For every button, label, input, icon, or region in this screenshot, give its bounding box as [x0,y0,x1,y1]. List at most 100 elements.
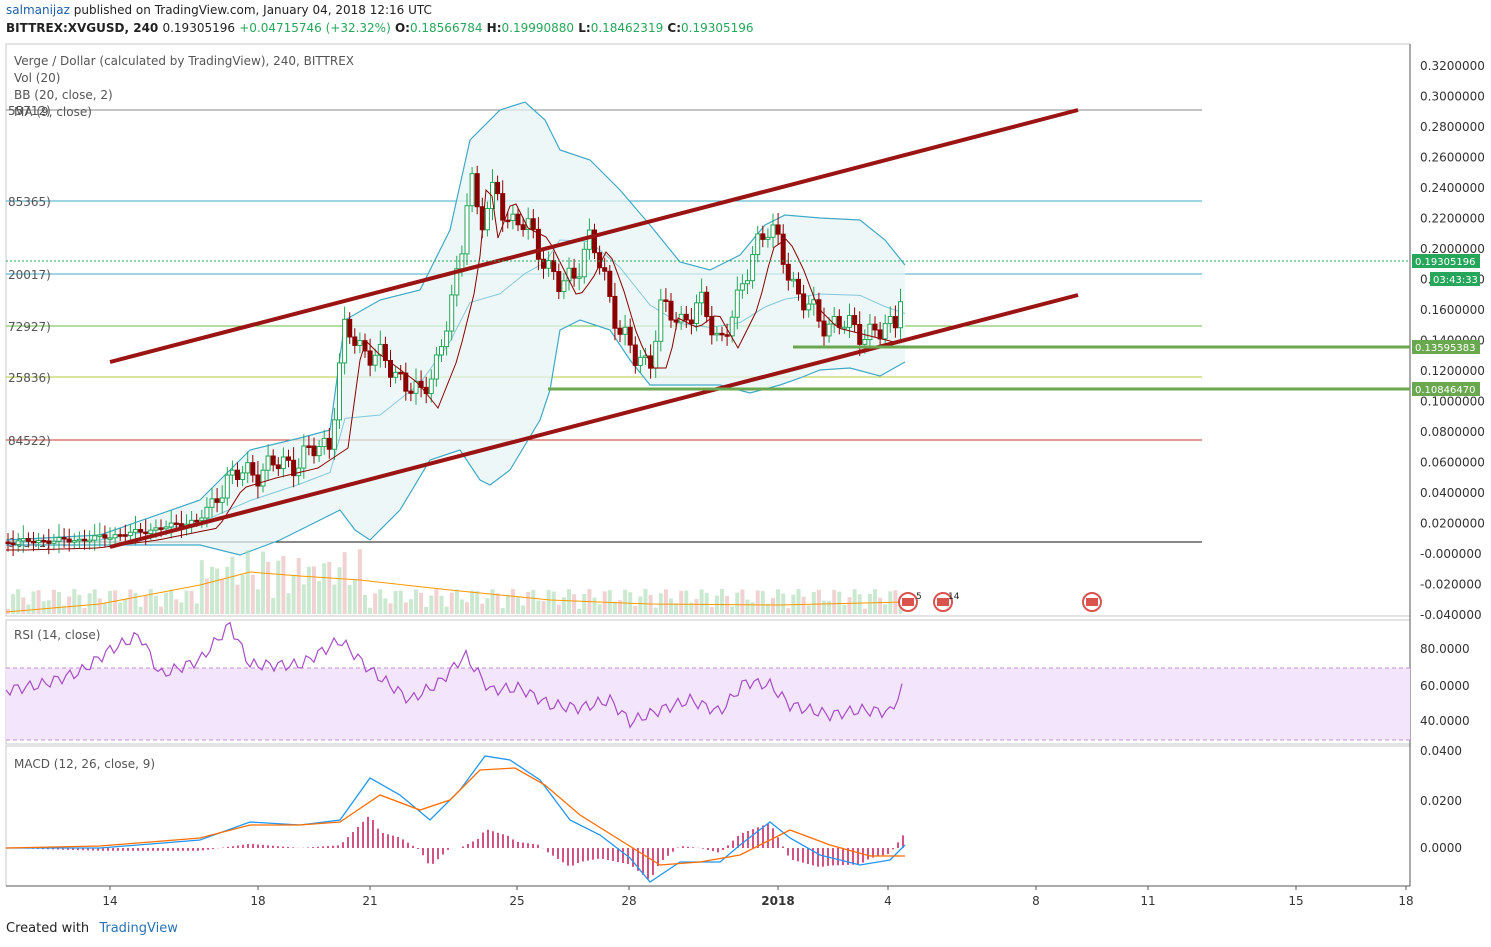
fib-label: 25836) [8,371,51,385]
legend-title: Verge / Dollar (calculated by TradingVie… [14,54,354,68]
event-flag-3[interactable] [1082,592,1102,612]
volume-bar [245,550,250,614]
channel-lower-line[interactable] [109,293,1079,549]
publish-info: published on TradingView.com, January 04… [73,3,432,17]
candle-body [571,267,577,279]
candle-body [653,340,659,369]
volume-bar [225,566,230,614]
candle-body [637,356,643,366]
volume-bar [255,589,260,614]
volume-bar [786,608,791,614]
volume-bar [811,591,816,614]
volume-bar [286,593,291,614]
volume-bar [281,555,286,614]
candle-body [235,469,240,480]
volume-bar [536,600,541,614]
volume-bar [352,578,357,614]
fib-label: 85365) [8,195,51,209]
fib-label: 20017) [8,268,51,282]
volume-bar [210,566,214,614]
candle-body [342,318,348,364]
candle-body [561,280,567,293]
volume-bar [689,602,694,614]
candle-body [168,522,174,528]
close-value: 0.19305196 [681,21,754,35]
candle-body [872,323,878,331]
candle-body [801,293,807,311]
volume-bar [857,594,862,614]
volume-bar [97,598,102,614]
price-axis-label: -0.040000 [1420,608,1482,622]
volume-bar [740,589,745,614]
volume-bar [459,599,464,614]
volume-bar [480,603,485,614]
volume-bar [342,552,347,614]
volume-bar [612,601,617,614]
ohlc-line: BITTREX:XVGUSD, 240 0.19305196 +0.047157… [6,21,754,35]
macd-axis-0000: 0.0000 [1420,841,1462,855]
volume-bar [699,589,704,614]
tradingview-logo-link[interactable]: TradingView [99,921,178,936]
candle-body [484,208,490,231]
volume-bar [31,591,36,614]
volume-bar [41,601,46,614]
volume-bar [51,589,56,614]
support1-tag [1412,340,1480,354]
candle-body [862,339,868,345]
channel-upper-line[interactable] [109,108,1079,364]
candle-body [882,323,888,340]
volume-bar [572,594,577,614]
candle-body [510,213,516,221]
candle-body [806,303,812,311]
candle-body [265,455,271,471]
volume-bar [454,589,459,614]
symbol-label: BITTREX:XVGUSD, 240 [6,21,159,35]
volume-bar [653,607,658,614]
candle-body [194,519,200,523]
volume-bar [373,593,378,614]
volume-bar [148,589,153,614]
time-axis-labels: 14 18 21 25 28 2018 4 8 11 15 18 [102,886,1414,908]
time-axis-label: 21 [362,894,377,908]
volume-bar [827,601,832,614]
candle-body [275,464,281,470]
volume-bar [164,592,169,614]
volume-bar [153,595,158,614]
volume-bar [169,589,174,614]
candle-body [306,445,312,448]
volume-bars [5,549,906,614]
event-flag-1[interactable]: 5 [898,592,922,612]
event-flag-2-count: 14 [948,592,960,602]
volume-bar [337,567,342,614]
volume-bar [623,589,628,614]
candle-body [122,534,128,537]
volume-bar [873,589,877,614]
volume-bar [735,592,740,614]
volume-bar [781,593,786,614]
volume-bar [516,596,520,614]
candle-body [403,372,409,392]
price-axis-label: 0.2000000 [1420,242,1485,256]
price-axis-label: 0.2200000 [1420,212,1485,226]
price-axis-label: 0.0400000 [1420,486,1485,500]
candle-body [66,538,72,543]
price-change: +0.04715746 (+32.32%) [239,21,391,35]
volume-bar [771,598,775,614]
volume-bar [694,599,699,614]
volume-bar [57,592,61,614]
current-price-text: 0.19305196 [1415,257,1475,268]
candle-body [20,538,26,542]
volume-bar [847,597,852,614]
volume-bar [424,606,429,614]
author-link[interactable]: salmanijaz [6,3,70,17]
candle-body [31,540,36,544]
high-label: H: [486,21,502,35]
candle-body [382,343,388,362]
candle-body [678,313,684,323]
candle-body [245,462,251,474]
macd-panel[interactable] [5,745,1411,887]
candle-body [15,540,21,546]
candle-body [153,527,159,531]
event-flag-2[interactable]: 14 [933,592,960,612]
